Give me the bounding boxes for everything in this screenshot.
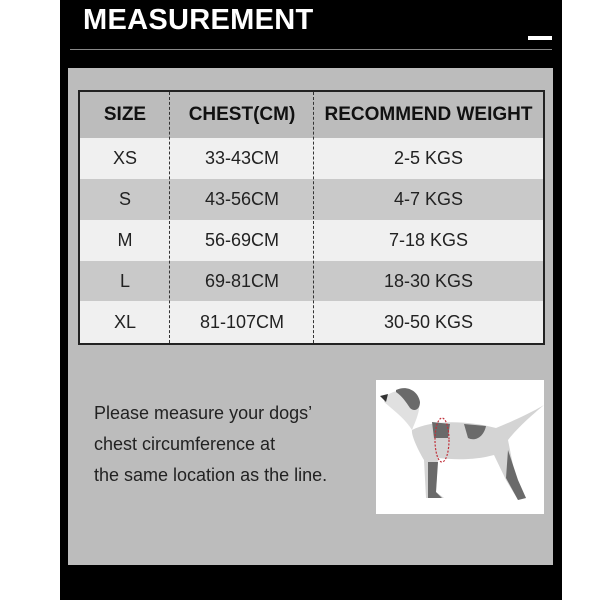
column-header: SIZE [103,104,147,125]
cell-chest: 69-81CM [204,270,280,291]
table-row: S 43-56CM 4-7 KGS [80,179,543,220]
table-row: M 56-69CM 7-18 KGS [80,220,543,261]
column-divider [169,92,170,343]
table-row: XL 81-107CM 30-50 KGS [80,301,543,343]
cell-chest: 81-107CM [199,311,285,332]
cell-chest: 33-43CM [204,148,280,168]
note-line: the same location as the line. [94,465,328,485]
cell-weight: 7-18 KGS [388,230,469,250]
cell-size: M [117,230,133,250]
table-row: XS 33-43CM 2-5 KGS [80,138,543,179]
cell-size: L [119,270,130,291]
dog-illustration [376,380,544,514]
dog-icon [380,388,544,500]
cell-weight: 2-5 KGS [393,148,464,168]
column-header: CHEST(CM) [188,104,296,125]
cell-chest: 43-56CM [204,189,280,209]
size-table: SIZE CHEST(CM) RECOMMEND WEIGHT XS 33-43… [78,90,545,345]
note-line: Please measure your dogs’ [94,403,313,423]
cell-size: XL [113,311,137,332]
measure-instructions: Please measure your dogs’ chest circumfe… [94,398,327,491]
measure-line [434,417,450,463]
dash-decoration [528,36,552,40]
cell-chest: 56-69CM [204,230,280,250]
cell-weight: 30-50 KGS [383,311,474,332]
cell-size: S [118,189,131,209]
cell-weight: 4-7 KGS [393,189,464,209]
cell-size: XS [112,148,137,168]
cell-weight: 18-30 KGS [383,270,474,291]
table-row: L 69-81CM 18-30 KGS [80,261,543,301]
note-line: chest circumference at [94,434,276,454]
column-header: RECOMMEND WEIGHT [324,104,533,125]
column-divider [313,92,314,343]
page-title: MEASUREMENT [83,4,314,36]
table-header: SIZE CHEST(CM) RECOMMEND WEIGHT [80,92,543,138]
divider [70,49,552,50]
